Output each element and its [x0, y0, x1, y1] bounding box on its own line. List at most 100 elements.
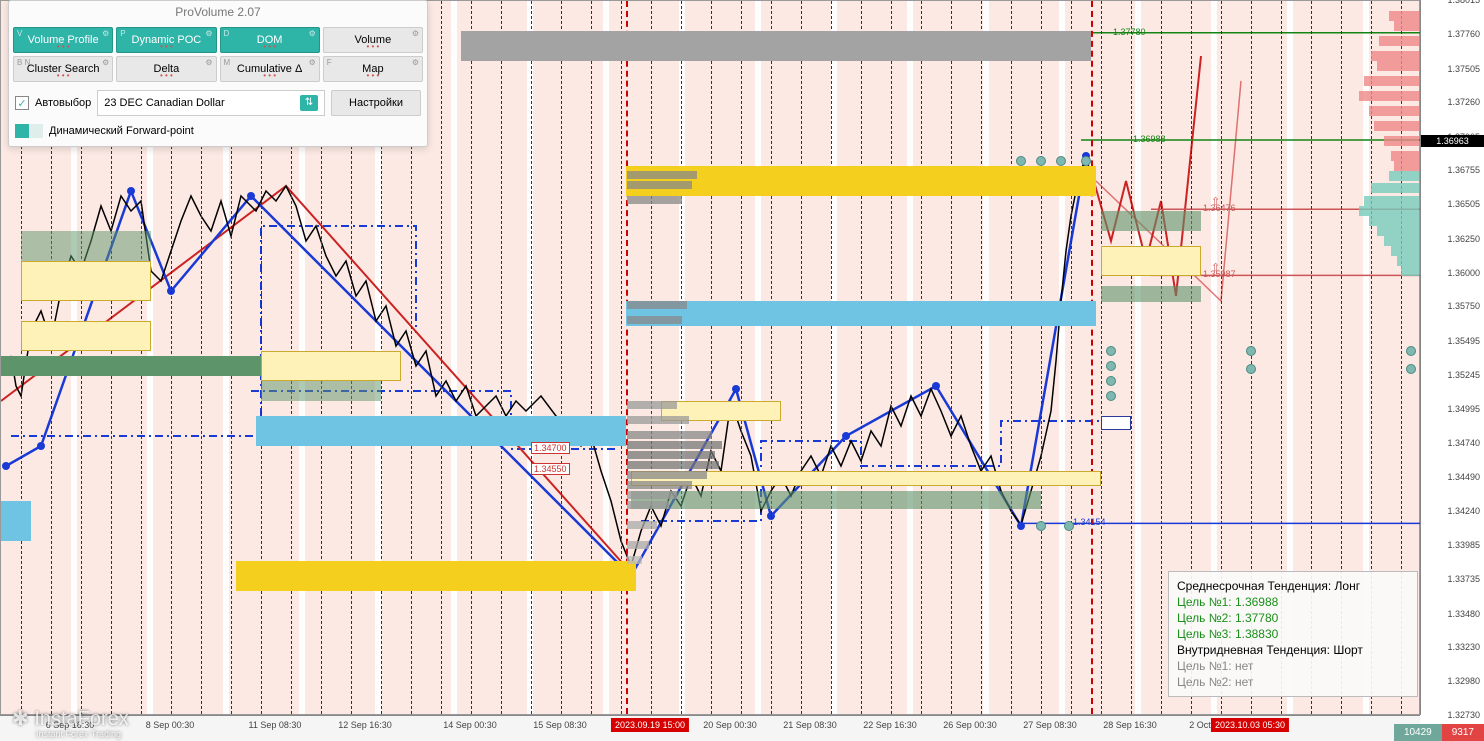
marker-dot — [1036, 521, 1046, 531]
volume-profile-bar — [627, 471, 707, 479]
price-level-label: 1.34154 — [1071, 517, 1108, 527]
panel-button-grid: V⚙Volume Profile• • •P⚙Dynamic POC• • •D… — [9, 23, 427, 86]
price-tick: 1.36505 — [1447, 199, 1480, 209]
session-divider — [626, 1, 628, 714]
price-tick: 1.33735 — [1447, 574, 1480, 584]
marker-dot — [1406, 346, 1416, 356]
vgrid-line — [441, 1, 442, 714]
panel-button-dom[interactable]: D⚙DOM• • • — [220, 27, 320, 53]
price-level-label: 1.34550 — [531, 463, 570, 475]
marker-dot — [1064, 521, 1074, 531]
time-tick: 28 Sep 16:30 — [1103, 720, 1157, 730]
vgrid-line — [801, 1, 802, 714]
vgrid-line — [531, 1, 532, 714]
panel-row-fwd: Динамический Forward-point — [9, 120, 427, 146]
vgrid-line — [1161, 1, 1162, 714]
volume-profile-bar-right — [1384, 136, 1419, 146]
price-tick: 1.36755 — [1447, 165, 1480, 175]
vgrid-line — [711, 1, 712, 714]
vgrid-line — [681, 1, 682, 714]
marker-dot — [1016, 156, 1026, 166]
volume-profile-bar-right — [1394, 21, 1419, 31]
price-zone — [21, 321, 151, 351]
settings-button[interactable]: Настройки — [331, 90, 421, 116]
instrument-value: 23 DEC Canadian Dollar — [104, 97, 224, 109]
panel-button-cumulative-δ[interactable]: M⚙Cumulative Δ• • • — [220, 56, 320, 82]
vgrid-line — [831, 1, 832, 714]
volume-profile-bar-right — [1377, 61, 1419, 71]
time-tick: 21 Sep 08:30 — [783, 720, 837, 730]
trend-info-box: Среднесрочная Тенденция: ЛонгЦель №1: 1.… — [1168, 571, 1418, 697]
vgrid-line — [981, 1, 982, 714]
instrument-select[interactable]: 23 DEC Canadian Dollar ⇅ — [97, 90, 325, 116]
marker-dot — [1106, 346, 1116, 356]
price-tick: 1.38015 — [1447, 0, 1480, 5]
price-tick: 1.33480 — [1447, 609, 1480, 619]
chevron-updown-icon: ⇅ — [300, 95, 318, 111]
price-zone — [461, 31, 1091, 61]
time-tick: 22 Sep 16:30 — [863, 720, 917, 730]
marker-dot — [1056, 156, 1066, 166]
panel-button-map[interactable]: F⚙Map• • • — [323, 56, 423, 82]
panel-button-cluster-search[interactable]: B N⚙Cluster Search• • • — [13, 56, 113, 82]
volume-profile-bar-right — [1391, 246, 1419, 256]
volume-profile-bar-right — [1379, 36, 1419, 46]
vgrid-line — [951, 1, 952, 714]
volume-profile-bar — [627, 481, 692, 489]
volume-profile-bar — [627, 401, 677, 409]
volume-profile-bar-right — [1394, 161, 1419, 171]
vgrid-line — [471, 1, 472, 714]
price-tick: 1.34240 — [1447, 506, 1480, 516]
volume-profile-bar-right — [1359, 91, 1419, 101]
panel-title: ProVolume 2.07 — [9, 1, 427, 23]
volume-profile-bar-right — [1384, 236, 1419, 246]
vgrid-line — [1101, 1, 1102, 714]
price-zone — [631, 491, 1041, 509]
price-zone — [256, 416, 626, 446]
info-line: Цель №1: 1.36988 — [1177, 594, 1409, 610]
price-level-label: 1.37780 — [1111, 27, 1148, 37]
panel-button-delta[interactable]: ⚙Delta• • • — [116, 56, 216, 82]
vgrid-line — [1041, 1, 1042, 714]
fwdpoint-toggle[interactable] — [15, 124, 43, 138]
autoselect-checkbox[interactable]: ✓ — [15, 96, 29, 110]
autoselect-label: Автовыбор — [35, 97, 91, 109]
vgrid-line — [501, 1, 502, 714]
price-zone — [236, 561, 636, 591]
price-zone — [21, 231, 151, 261]
price-tick: 1.36250 — [1447, 234, 1480, 244]
volume-profile-bar-right — [1397, 256, 1419, 266]
marker-dot — [1036, 156, 1046, 166]
vgrid-line — [561, 1, 562, 714]
volume-profile-bar — [627, 556, 642, 564]
price-tick: 1.35495 — [1447, 336, 1480, 346]
panel-button-dynamic-poc[interactable]: P⚙Dynamic POC• • • — [116, 27, 216, 53]
vgrid-line — [771, 1, 772, 714]
time-tick: 11 Sep 08:30 — [249, 720, 302, 730]
vgrid-line — [921, 1, 922, 714]
volume-profile-bar-right — [1369, 216, 1419, 226]
volume-profile-bar-right — [1391, 151, 1419, 161]
marker-dot — [1106, 391, 1116, 401]
fwdpoint-label: Динамический Forward-point — [49, 125, 194, 137]
info-line: Цель №3: 1.38830 — [1177, 626, 1409, 642]
panel-button-volume-profile[interactable]: V⚙Volume Profile• • • — [13, 27, 113, 53]
marker-dot — [1406, 364, 1416, 374]
volume-profile-bar — [627, 491, 677, 499]
provolume-panel[interactable]: ProVolume 2.07 V⚙Volume Profile• • •P⚙Dy… — [8, 0, 428, 147]
volume-profile-bar-right — [1389, 11, 1419, 21]
price-zone — [21, 261, 151, 301]
price-tick: 1.35245 — [1447, 370, 1480, 380]
vgrid-line — [591, 1, 592, 714]
info-line: Цель №2: 1.37780 — [1177, 610, 1409, 626]
volume-profile-bar — [627, 431, 712, 439]
marker-dot — [1106, 361, 1116, 371]
price-tick: 1.35750 — [1447, 301, 1480, 311]
volume-profile-bar — [627, 441, 722, 449]
volume-profile-bar-right — [1401, 266, 1419, 276]
panel-button-volume[interactable]: ⚙Volume• • • — [323, 27, 423, 53]
time-tick: 20 Sep 00:30 — [703, 720, 757, 730]
volume-profile-bar — [627, 301, 687, 309]
vgrid-line — [621, 1, 622, 714]
time-tick-highlight: 2023.10.03 05:30 — [1211, 718, 1289, 732]
